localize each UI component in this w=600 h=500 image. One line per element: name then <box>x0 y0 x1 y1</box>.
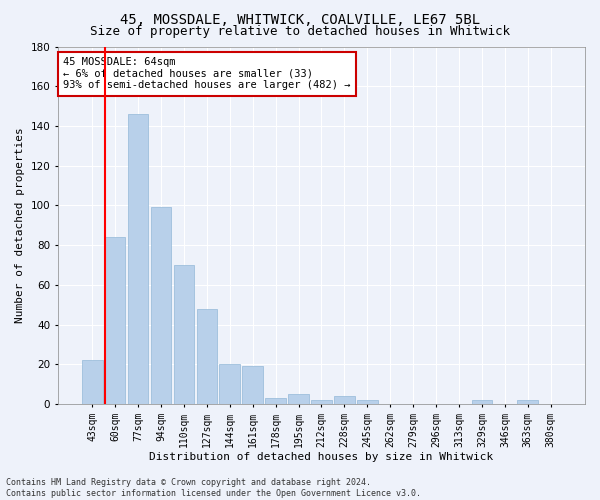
Bar <box>105 237 125 404</box>
Bar <box>82 360 103 404</box>
Bar <box>242 366 263 404</box>
Bar <box>220 364 240 404</box>
Bar <box>334 396 355 404</box>
X-axis label: Distribution of detached houses by size in Whitwick: Distribution of detached houses by size … <box>149 452 494 462</box>
Text: Size of property relative to detached houses in Whitwick: Size of property relative to detached ho… <box>90 25 510 38</box>
Bar <box>265 398 286 404</box>
Bar <box>288 394 309 404</box>
Bar <box>151 208 172 404</box>
Bar <box>311 400 332 404</box>
Bar <box>128 114 148 404</box>
Bar <box>517 400 538 404</box>
Bar <box>197 308 217 404</box>
Bar <box>472 400 492 404</box>
Bar <box>357 400 377 404</box>
Bar <box>173 265 194 404</box>
Text: 45 MOSSDALE: 64sqm
← 6% of detached houses are smaller (33)
93% of semi-detached: 45 MOSSDALE: 64sqm ← 6% of detached hous… <box>63 57 351 90</box>
Text: Contains HM Land Registry data © Crown copyright and database right 2024.
Contai: Contains HM Land Registry data © Crown c… <box>6 478 421 498</box>
Y-axis label: Number of detached properties: Number of detached properties <box>15 128 25 323</box>
Text: 45, MOSSDALE, WHITWICK, COALVILLE, LE67 5BL: 45, MOSSDALE, WHITWICK, COALVILLE, LE67 … <box>120 12 480 26</box>
